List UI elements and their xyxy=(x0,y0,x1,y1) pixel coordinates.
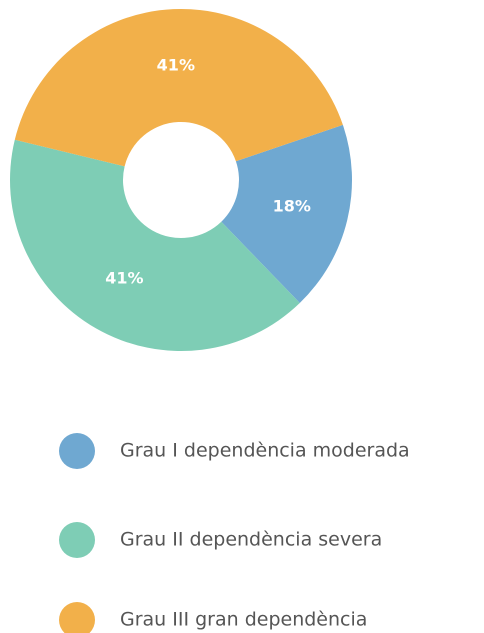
value-label: 41% xyxy=(105,268,143,287)
value-label: 41% xyxy=(157,56,195,75)
legend-swatch xyxy=(59,602,95,633)
legend-label: Grau III gran dependència xyxy=(120,609,367,631)
legend-swatch xyxy=(59,433,95,469)
value-label: 18% xyxy=(273,196,311,215)
slice xyxy=(221,124,353,304)
slice xyxy=(9,139,300,352)
slice xyxy=(14,8,343,167)
legend-label: Grau II dependència severa xyxy=(120,529,382,551)
legend-label: Grau I dependència moderada xyxy=(120,440,410,462)
legend-swatch xyxy=(59,522,95,558)
